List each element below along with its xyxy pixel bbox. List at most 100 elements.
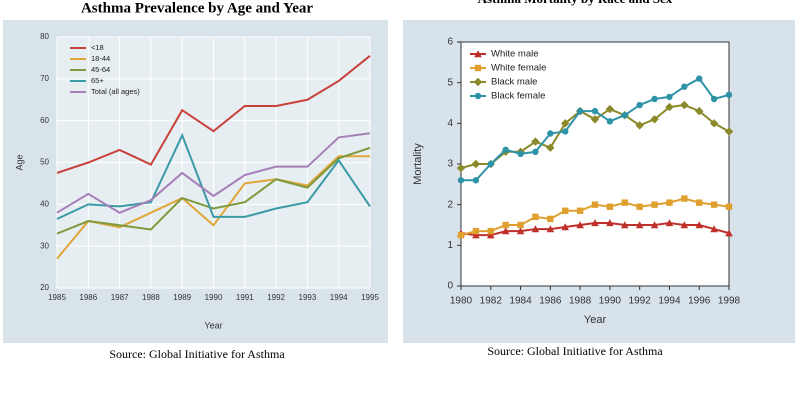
x-tick-label: 1986: [539, 296, 562, 307]
marker: [651, 95, 658, 103]
x-tick-label: 1992: [629, 296, 652, 307]
x-tick-label: 1986: [79, 293, 97, 302]
marker: [665, 102, 674, 112]
series-line: [56, 55, 371, 174]
marker: [651, 201, 658, 208]
marker: [546, 225, 555, 233]
x-tick-label: 1996: [688, 296, 711, 307]
marker: [472, 231, 480, 239]
marker: [696, 199, 703, 206]
x-tick-label: 1990: [205, 293, 223, 302]
legend-marker: [474, 92, 482, 100]
y-tick-label: 5: [447, 77, 453, 88]
x-tick-label: 1994: [658, 296, 681, 307]
marker: [620, 221, 629, 229]
marker: [531, 137, 540, 146]
marker: [456, 163, 466, 173]
legend-label: Black male: [491, 77, 537, 88]
x-axis-label: Year: [204, 320, 222, 330]
marker: [517, 150, 524, 158]
x-tick-label: 1987: [111, 293, 129, 302]
y-axis-label: Age: [14, 154, 24, 170]
marker: [725, 229, 733, 237]
marker: [576, 107, 584, 115]
x-tick-label: 1994: [330, 293, 348, 302]
marker: [710, 95, 718, 103]
marker: [457, 231, 465, 239]
marker: [635, 121, 644, 130]
chart-title: Asthma Mortality by Race and Sex: [478, 0, 673, 6]
marker: [457, 177, 465, 184]
source-note: Source: Global Initiative for Asthma: [487, 344, 663, 358]
x-tick-label: 1988: [142, 293, 160, 302]
x-tick-label: 1995: [361, 293, 379, 302]
marker: [532, 148, 539, 155]
series-line: [56, 146, 371, 235]
y-tick-label: 2: [447, 199, 453, 210]
marker: [547, 130, 554, 137]
y-tick-label: 80: [40, 32, 49, 41]
y-tick-label: 6: [447, 37, 453, 48]
marker: [591, 107, 599, 115]
y-tick-label: 30: [40, 241, 49, 250]
marker: [605, 104, 615, 114]
x-tick-label: 1984: [509, 296, 532, 307]
marker: [724, 127, 734, 136]
marker: [502, 221, 509, 229]
marker: [710, 201, 718, 208]
marker: [621, 199, 628, 206]
marker: [621, 112, 628, 119]
marker: [681, 83, 688, 90]
y-tick-label: 60: [40, 116, 49, 125]
x-tick-label: 1982: [480, 296, 503, 307]
marker: [665, 219, 674, 227]
x-tick-label: 1991: [236, 293, 254, 302]
marker: [516, 227, 525, 235]
y-tick-label: 1: [447, 240, 453, 251]
legend-label: Total (all ages): [91, 87, 140, 96]
marker: [546, 143, 555, 152]
marker: [562, 207, 569, 214]
legend-marker: [474, 50, 482, 58]
marker: [576, 207, 584, 214]
y-tick-label: 3: [447, 159, 453, 170]
legend-label: Black female: [491, 91, 545, 102]
series-line: [56, 132, 371, 214]
legend-label: <18: [91, 43, 104, 52]
x-tick-label: 1985: [48, 293, 66, 302]
marker: [710, 225, 718, 233]
marker: [590, 115, 600, 124]
marker: [561, 223, 570, 231]
marker: [725, 91, 733, 99]
marker: [501, 227, 510, 235]
marker: [666, 93, 673, 101]
marker: [606, 203, 614, 210]
marker: [636, 203, 643, 210]
legend-label: White male: [491, 49, 539, 60]
y-axis-label: Mortality: [412, 143, 424, 185]
marker: [666, 199, 673, 206]
marker: [591, 219, 599, 227]
x-tick-label: 1980: [450, 296, 473, 307]
legend-label: 65+: [91, 76, 104, 85]
marker: [695, 106, 704, 116]
marker: [606, 118, 614, 125]
marker: [591, 201, 599, 208]
marker: [517, 221, 524, 229]
marker: [709, 119, 719, 128]
y-tick-label: 20: [40, 283, 49, 292]
y-tick-label: 40: [40, 199, 49, 208]
series-line: [56, 155, 370, 260]
marker: [681, 195, 688, 202]
marker: [635, 221, 644, 229]
marker: [472, 227, 480, 235]
source-note: Source: Global Initiative for Asthma: [109, 347, 285, 361]
legend-label: White female: [491, 63, 546, 74]
y-tick-label: 0: [447, 281, 453, 292]
x-tick-label: 1992: [267, 293, 285, 302]
x-axis-label: Year: [584, 314, 607, 326]
legend-label: 18-44: [91, 54, 110, 63]
marker: [680, 100, 689, 110]
marker: [725, 203, 733, 210]
